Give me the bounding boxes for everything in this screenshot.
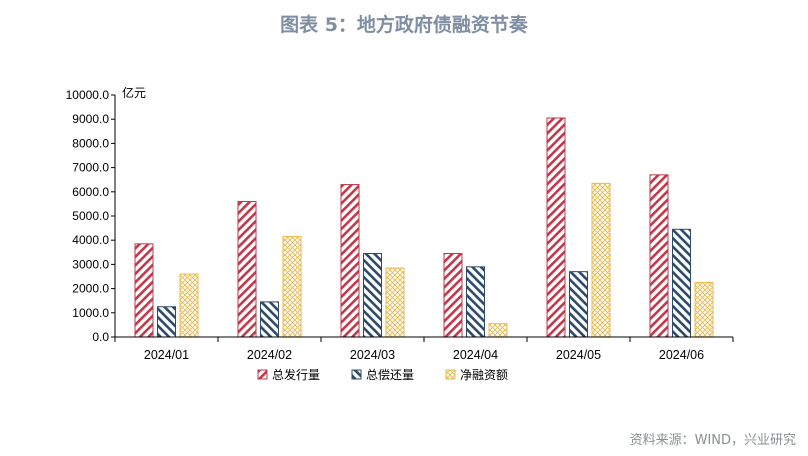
bar-total-issuance [237, 200, 257, 338]
x-tick-label: 2024/06 [659, 348, 704, 362]
y-tick-label: 3000.0 [72, 257, 109, 271]
bar-net-financing [282, 236, 302, 338]
legend-label: 总发行量 [272, 367, 320, 382]
legend-label: 净融资额 [460, 368, 508, 382]
bar-total-repayment [363, 253, 382, 338]
x-tick-label: 2024/04 [453, 348, 498, 362]
bar-total-repayment [157, 306, 176, 338]
x-tick-label: 2024/05 [556, 348, 601, 362]
legend: 总发行量 总偿还量 净融资额 [257, 367, 508, 382]
bar-net-financing [179, 273, 199, 338]
legend-swatch-total-issuance [257, 369, 268, 380]
x-axis: 2024/01 2024/02 2024/03 2024/04 2024/05 2024/… [114, 336, 734, 362]
bar-net-financing [385, 267, 405, 338]
y-tick-label: 2000.0 [72, 282, 109, 296]
source-note: 资料来源：WIND，兴业研究 [629, 433, 796, 448]
legend-swatch-net-financing [445, 369, 456, 380]
bars [134, 117, 714, 338]
bar-total-issuance [546, 117, 566, 338]
x-tick-label: 2024/03 [350, 348, 395, 362]
bar-total-repayment [569, 271, 588, 338]
bar-total-issuance [340, 184, 360, 338]
y-tick-label: 6000.0 [72, 185, 109, 199]
bar-net-financing [591, 182, 611, 338]
chart-title: 图表 5：地方政府债融资节奏 [280, 14, 528, 36]
bar-total-repayment [260, 301, 279, 338]
x-tick-label: 2024/01 [144, 348, 189, 362]
x-tick-label: 2024/02 [247, 348, 292, 362]
y-tick-label: 0.0 [92, 330, 109, 344]
y-tick-label: 8000.0 [72, 136, 109, 150]
bar-net-financing [694, 282, 714, 338]
y-tick-label: 5000.0 [72, 209, 109, 223]
bar-total-issuance [649, 174, 669, 338]
y-tick-label: 4000.0 [72, 233, 109, 247]
bar-total-repayment [466, 266, 485, 338]
y-axis-unit: 亿元 [122, 85, 146, 100]
y-tick-label: 9000.0 [72, 112, 109, 126]
y-axis: 0.0 1000.0 2000.0 3000.0 4000.0 5000.0 6000.0 7… [66, 88, 116, 344]
bar-net-financing [488, 323, 508, 338]
y-tick-label: 7000.0 [72, 161, 109, 175]
bar-total-issuance [443, 253, 463, 338]
bar-total-repayment [672, 228, 691, 338]
y-tick-label: 10000.0 [66, 88, 110, 102]
bar-total-issuance [134, 243, 154, 338]
legend-label: 总偿还量 [366, 367, 414, 382]
y-tick-label: 1000.0 [72, 306, 109, 320]
legend-swatch-total-repayment [351, 369, 362, 380]
